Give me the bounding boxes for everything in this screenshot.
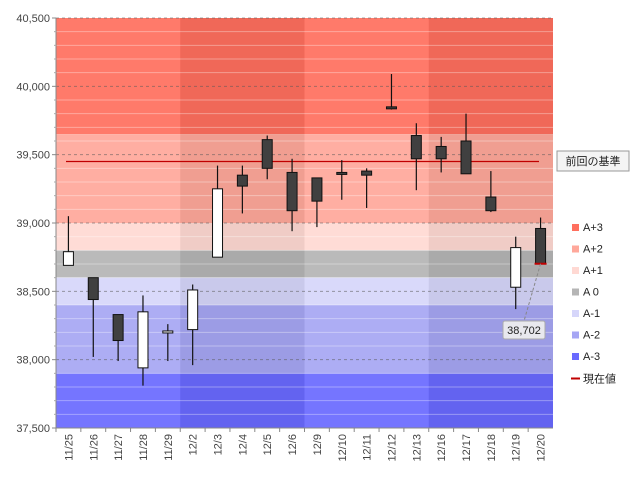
legend-swatch-6 <box>572 353 579 360</box>
x-tick-label: 11/26 <box>88 434 100 461</box>
legend-swatch-5 <box>572 331 579 339</box>
candle-body <box>187 289 199 331</box>
x-tick-label: 12/17 <box>461 434 473 462</box>
reference-label-box <box>556 150 630 172</box>
x-tick-label: 12/10 <box>337 434 349 462</box>
x-tick-label: 11/27 <box>113 434 125 461</box>
legend-label-5: A-2 <box>583 330 600 342</box>
y-tick-label: 37,500 <box>16 423 50 435</box>
y-tick-label: 38,000 <box>16 355 50 367</box>
legend-swatch-3 <box>572 288 579 296</box>
candle-body <box>535 227 547 265</box>
candle-body <box>410 135 422 160</box>
band-0 <box>56 18 553 135</box>
legend-swatch-2 <box>572 267 579 274</box>
candle-body <box>485 196 497 212</box>
legend-label-2: A+1 <box>583 265 603 277</box>
candle-body <box>286 171 298 212</box>
y-tick-label: 39,500 <box>16 150 50 162</box>
y-tick-label: 38,500 <box>16 286 50 298</box>
candle-body <box>62 251 74 266</box>
candle-body <box>510 247 522 288</box>
x-tick-label: 12/4 <box>237 434 249 455</box>
x-tick-label: 12/11 <box>362 434 374 461</box>
x-tick-label: 11/29 <box>163 434 175 461</box>
legend-label-6: A-3 <box>583 351 600 363</box>
current-value-callout-box <box>502 320 546 340</box>
candle-body <box>212 188 224 258</box>
candle-body <box>112 314 124 342</box>
x-tick-label: 12/20 <box>536 434 548 462</box>
candles <box>62 74 547 386</box>
x-tick-label: 12/19 <box>511 434 523 462</box>
band-2 <box>56 223 553 251</box>
x-tick-label: 12/3 <box>213 434 225 455</box>
candle-body <box>137 311 149 369</box>
reference-label: 前回の基準 <box>566 154 621 168</box>
week-shade-2 <box>304 18 429 428</box>
candle-body <box>311 177 323 202</box>
x-tick-label: 12/9 <box>312 434 324 455</box>
x-tick-label: 11/25 <box>63 434 75 461</box>
x-tick-label: 12/18 <box>486 434 498 462</box>
candle-body <box>336 171 348 175</box>
y-tick-label: 40,500 <box>16 13 50 25</box>
x-tick-label: 12/6 <box>287 434 299 455</box>
y-tick-label: 40,000 <box>16 81 50 93</box>
candle-body <box>87 277 99 301</box>
x-tick-label: 12/13 <box>411 434 423 462</box>
legend-swatch-4 <box>572 310 579 317</box>
axes: 37,500 38,000 38,500 39,000 39,500 40,000 40,5… <box>16 13 553 462</box>
legend-swatch-1 <box>572 245 579 253</box>
x-tick-label: 12/2 <box>188 434 200 455</box>
candle-body <box>385 106 397 110</box>
candle-body <box>361 170 373 176</box>
band-6 <box>56 373 553 428</box>
legend: A+3 A+2 A+1 A 0 A-1 A-2 A-3 現在値 <box>571 222 616 386</box>
x-tick-label: 12/16 <box>436 434 448 462</box>
legend-label-4: A-1 <box>583 308 600 320</box>
legend-label-current: 現在値 <box>583 373 616 386</box>
legend-label-3: A 0 <box>583 287 599 299</box>
candle-body <box>435 145 447 160</box>
legend-label-1: A+2 <box>583 244 603 256</box>
candle-body <box>162 330 174 334</box>
legend-label-0: A+3 <box>583 222 603 234</box>
y-tick-label: 39,000 <box>16 218 50 230</box>
x-tick-label: 12/5 <box>262 434 274 455</box>
current-value-callout: 38,702 <box>507 325 541 337</box>
legend-swatch-0 <box>572 224 579 231</box>
candle-body <box>236 174 248 187</box>
band-3 <box>56 250 553 278</box>
candle-body <box>261 139 273 169</box>
annotations: 38,702 前回の基準 <box>502 150 630 340</box>
x-tick-label: 11/28 <box>138 434 150 461</box>
candle-body <box>460 140 472 175</box>
x-tick-label: 12/12 <box>386 434 398 462</box>
